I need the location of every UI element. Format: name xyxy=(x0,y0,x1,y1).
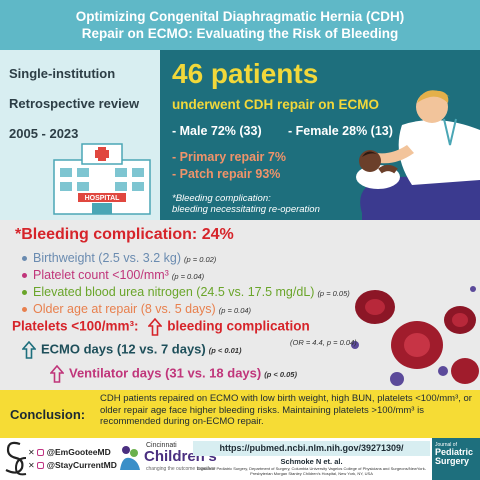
hospital-icon: HOSPITAL xyxy=(53,143,151,215)
study-years: 2005 - 2023 xyxy=(9,126,79,141)
ecmo-days-text: ECMO days (12 vs. 7 days) xyxy=(41,341,206,357)
blood-cells-illustration xyxy=(351,286,479,386)
journal-badge: Journal of Pediatric Surgery xyxy=(432,438,480,480)
bleeding-section: *Bleeding complication: 24% Birthweight … xyxy=(0,220,480,390)
conclusion-text: CDH patients repaired on ECMO with low b… xyxy=(100,393,472,427)
twitter-handle-author[interactable]: ✕ @EmGooteeMD xyxy=(28,447,111,457)
factor-text: Elevated blood urea nitrogen (24.5 vs. 1… xyxy=(33,285,315,299)
doctor-baby-illustration xyxy=(356,90,480,220)
x-social-icon: ✕ xyxy=(28,448,35,457)
bleeding-definition: *Bleeding complication: bleeding necessi… xyxy=(172,193,320,215)
platelets-finding: Platelets <100/mm³: bleeding complicatio… xyxy=(12,318,310,336)
bullet-dot xyxy=(22,307,27,313)
ig-social-icon xyxy=(36,449,44,457)
study-design-panel: Single-institution Retrospective review … xyxy=(0,50,160,220)
conclusion-banner: Conclusion: CDH patients repaired on ECM… xyxy=(0,390,480,438)
hospital-tagline: changing the outcome together xyxy=(146,466,215,472)
ig-social-icon xyxy=(36,462,44,470)
journal-line-2: Surgery xyxy=(435,456,470,466)
journal-line-1: Pediatric xyxy=(435,447,474,457)
factor-text: Older age at repair (8 vs. 5 days) xyxy=(33,302,216,316)
journal-of: Journal of xyxy=(435,442,457,448)
design-retrospective: Retrospective review xyxy=(9,96,140,111)
factor-platelets: Platelet count <100/mm³ (p = 0.04) xyxy=(22,268,204,282)
conclusion-label: Conclusion: xyxy=(10,407,86,422)
factor-age: Older age at repair (8 vs. 5 days) (p = 0… xyxy=(22,302,251,316)
factor-p-value: (p = 0.02) xyxy=(183,255,217,264)
patients-panel: 46 patients underwent CDH repair on ECMO… xyxy=(160,50,480,220)
ecmo-p-value: (p < 0.01) xyxy=(208,346,242,356)
handle-text: @StayCurrentMD xyxy=(46,460,117,470)
bleeding-definition-label: *Bleeding complication: xyxy=(172,193,271,204)
handle-text: @EmGooteeMD xyxy=(46,447,111,457)
affiliation: Division of Pediatric Surgery, Departmen… xyxy=(196,466,427,476)
up-arrow-icon xyxy=(22,341,36,359)
x-social-icon: ✕ xyxy=(28,461,35,470)
bullet-dot xyxy=(22,273,27,279)
title-line-2: Repair on ECMO: Evaluating the Risk of B… xyxy=(81,26,399,41)
factor-text: Birthweight (2.5 vs. 3.2 kg) xyxy=(33,251,181,265)
vent-p-value: (p < 0.05) xyxy=(264,370,297,380)
up-arrow-icon xyxy=(148,318,163,336)
childrens-hospital-icon xyxy=(120,446,140,470)
patient-count: 46 patients xyxy=(172,58,319,89)
female-stat: - Female 28% (13) xyxy=(288,124,393,138)
factor-p-value: (p = 0.04) xyxy=(218,306,252,315)
factor-p-value: (p = 0.05) xyxy=(317,289,350,298)
bleeding-definition-text: bleeding necessitating re-operation xyxy=(172,204,320,215)
design-single-institution: Single-institution xyxy=(9,66,116,81)
header-banner: Optimizing Congenital Diaphragmatic Hern… xyxy=(0,0,480,50)
bullet-dot xyxy=(22,256,27,262)
odds-ratio: (OR = 4.4, p = 0.04) xyxy=(290,338,357,347)
factor-p-value: (p = 0.04) xyxy=(171,272,205,281)
hospital-city: Cincinnati xyxy=(146,442,177,449)
patch-repair-stat: - Patch repair 93% xyxy=(172,167,281,181)
sc-logo-icon xyxy=(5,441,27,476)
male-stat: - Male 72% (33) xyxy=(172,124,262,138)
hospital-sign-text: HOSPITAL xyxy=(85,195,121,202)
vent-days-text: Ventilator days (31 vs. 18 days) xyxy=(69,365,262,381)
citation: Schmoke N et. al. xyxy=(280,457,343,466)
ventilator-days-finding: Ventilator days (31 vs. 18 days) (p < 0.0… xyxy=(50,365,297,383)
twitter-handle-staycurrent[interactable]: ✕ @StayCurrentMD xyxy=(28,460,117,470)
primary-repair-stat: - Primary repair 7% xyxy=(172,150,286,164)
pubmed-link[interactable]: https://pubmed.ncbi.nlm.nih.gov/39271309… xyxy=(193,441,430,456)
factor-text: Platelet count <100/mm³ xyxy=(33,268,169,282)
platelets-result: bleeding complication xyxy=(167,318,310,334)
title-line-1: Optimizing Congenital Diaphragmatic Hern… xyxy=(75,9,405,24)
stay-current-logo xyxy=(2,438,28,480)
ecmo-days-finding: ECMO days (12 vs. 7 days) (p < 0.01) xyxy=(22,341,241,359)
factor-bun: Elevated blood urea nitrogen (24.5 vs. 1… xyxy=(22,285,350,299)
patient-description: underwent CDH repair on ECMO xyxy=(172,97,380,112)
factor-birthweight: Birthweight (2.5 vs. 3.2 kg) (p = 0.02) xyxy=(22,251,216,265)
platelets-label: Platelets <100/mm³: xyxy=(12,318,139,334)
up-arrow-icon xyxy=(50,365,64,383)
bullet-dot xyxy=(22,290,27,296)
bleeding-rate-title: *Bleeding complication: 24% xyxy=(15,226,234,243)
